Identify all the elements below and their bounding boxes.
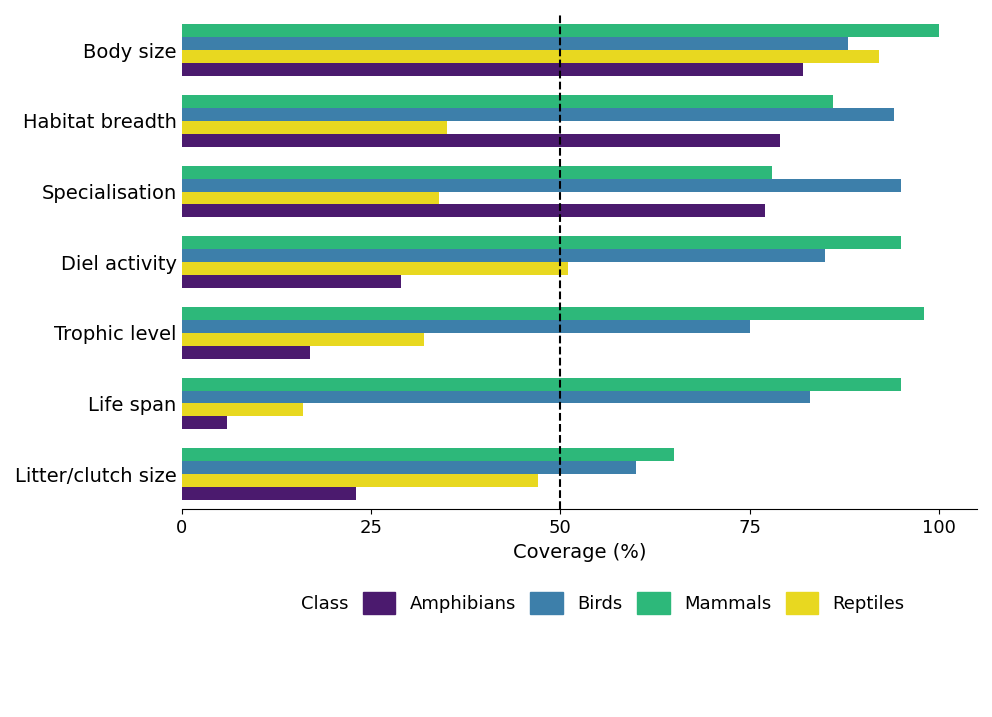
Bar (182, 191, 439, 204)
Bar (182, 63, 803, 76)
Bar (182, 237, 902, 250)
Bar (182, 448, 674, 461)
Bar (182, 179, 902, 191)
Bar (182, 417, 227, 429)
Bar (182, 487, 356, 500)
Bar (182, 121, 446, 134)
Bar (182, 95, 833, 108)
Legend: Class, Amphibians, Birds, Mammals, Reptiles: Class, Amphibians, Birds, Mammals, Repti… (245, 583, 914, 623)
Bar (182, 24, 939, 37)
Bar (182, 320, 750, 333)
Bar (182, 50, 879, 63)
Bar (182, 461, 636, 474)
Bar (182, 250, 825, 262)
Bar (182, 204, 765, 217)
Bar (182, 275, 402, 288)
X-axis label: Coverage (%): Coverage (%) (513, 543, 646, 561)
Bar (182, 474, 538, 487)
Bar (182, 166, 773, 179)
Bar (182, 391, 810, 404)
Bar (182, 134, 780, 147)
Bar (182, 333, 424, 346)
Bar (182, 404, 303, 417)
Bar (182, 307, 924, 320)
Bar (182, 346, 310, 358)
Bar (182, 37, 848, 50)
Bar (182, 262, 568, 275)
Bar (182, 108, 894, 121)
Bar (182, 378, 902, 391)
